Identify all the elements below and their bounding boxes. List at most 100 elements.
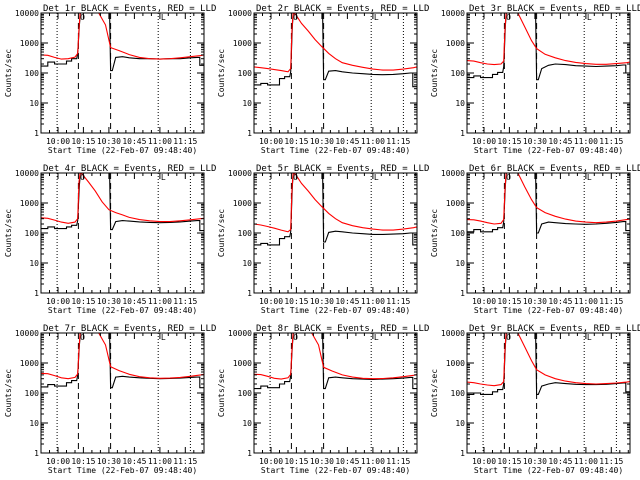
y-tick-label: 100 xyxy=(25,229,40,238)
x-axis-label: Start Time (22-Feb-07 09:48:40) xyxy=(48,306,197,315)
y-tick-label: 100 xyxy=(238,389,253,398)
x-tick-label: 10:45 xyxy=(335,457,359,466)
series-events-line xyxy=(41,333,204,389)
y-tick-label: 1 xyxy=(34,449,39,458)
y-tick-label: 100 xyxy=(451,229,466,238)
x-tick-label: 10:45 xyxy=(122,457,146,466)
x-tick-label: 11:00 xyxy=(148,457,172,466)
y-tick-label: 1000 xyxy=(20,39,39,48)
y-tick-label: 1 xyxy=(460,289,465,298)
x-axis-label: Start Time (22-Feb-07 09:48:40) xyxy=(48,466,197,475)
series-events-line xyxy=(467,333,630,395)
x-tick-label: 11:00 xyxy=(148,137,172,146)
x-tick-label: 11:15 xyxy=(386,457,410,466)
panel-title: Det 5r BLACK = Events, RED = LLD xyxy=(256,164,429,174)
y-tick-label: 1000 xyxy=(446,39,465,48)
x-tick-label: 11:15 xyxy=(599,457,623,466)
y-tick-label: 10000 xyxy=(15,169,39,178)
x-tick-label: 10:30 xyxy=(310,137,334,146)
panel-title: Det 4r BLACK = Events, RED = LLD xyxy=(43,164,216,174)
y-tick-label: 100 xyxy=(451,389,466,398)
marker-label: O xyxy=(80,333,85,342)
marker-label: O xyxy=(80,173,85,182)
y-tick-label: 10 xyxy=(455,99,465,108)
y-tick-label: 10 xyxy=(455,259,465,268)
x-tick-label: 10:45 xyxy=(548,137,572,146)
marker-label: O xyxy=(80,13,85,22)
x-tick-label: 11:15 xyxy=(173,457,197,466)
series-lld-line xyxy=(254,13,417,73)
x-tick-label: 10:00 xyxy=(472,297,496,306)
y-tick-label: 10000 xyxy=(441,169,465,178)
y-tick-label: 100 xyxy=(238,69,253,78)
x-axis-label: Start Time (22-Feb-07 09:48:40) xyxy=(261,466,410,475)
series-events-line xyxy=(254,13,417,88)
y-tick-label: 10000 xyxy=(228,329,252,338)
x-tick-label: 10:15 xyxy=(284,137,308,146)
series-lld-line xyxy=(467,173,630,225)
series-events-line xyxy=(467,13,630,81)
y-tick-label: 1000 xyxy=(20,359,39,368)
series-lld-line xyxy=(41,173,204,224)
y-tick-label: 10000 xyxy=(15,9,39,18)
x-tick-label: 10:30 xyxy=(310,457,334,466)
x-axis-label: Start Time (22-Feb-07 09:48:40) xyxy=(261,306,410,315)
x-tick-label: 10:00 xyxy=(259,457,283,466)
marker-label: L xyxy=(161,173,166,182)
series-lld-line xyxy=(467,333,630,387)
y-tick-label: 1 xyxy=(460,449,465,458)
x-tick-label: 10:00 xyxy=(259,297,283,306)
x-tick-label: 10:45 xyxy=(335,137,359,146)
y-tick-label: 1 xyxy=(34,289,39,298)
y-tick-label: 10000 xyxy=(441,329,465,338)
x-tick-label: 11:00 xyxy=(361,297,385,306)
x-tick-label: 11:15 xyxy=(173,137,197,146)
panel-title: Det 7r BLACK = Events, RED = LLD xyxy=(43,324,216,334)
y-tick-label: 1000 xyxy=(446,199,465,208)
x-tick-label: 10:45 xyxy=(548,297,572,306)
marker-label: L xyxy=(587,173,592,182)
x-tick-label: 11:00 xyxy=(574,297,598,306)
x-tick-label: 10:45 xyxy=(548,457,572,466)
series-events-line xyxy=(467,173,630,234)
panel-title: Det 6r BLACK = Events, RED = LLD xyxy=(469,164,640,174)
y-tick-label: 1000 xyxy=(446,359,465,368)
x-tick-label: 10:00 xyxy=(46,457,70,466)
y-axis-label: Counts/sec xyxy=(430,49,439,97)
series-lld-line xyxy=(254,173,417,233)
series-events-line xyxy=(41,173,204,232)
y-tick-label: 10 xyxy=(242,419,252,428)
panel-title: Det 8r BLACK = Events, RED = LLD xyxy=(256,324,429,334)
y-tick-label: 1 xyxy=(34,129,39,138)
marker-label: L xyxy=(587,13,592,22)
marker-label: O xyxy=(506,13,511,22)
x-axis-label: Start Time (22-Feb-07 09:48:40) xyxy=(474,146,623,155)
x-tick-label: 10:15 xyxy=(71,297,95,306)
y-tick-label: 10 xyxy=(455,419,465,428)
marker-label: L xyxy=(374,333,379,342)
x-tick-label: 10:30 xyxy=(523,297,547,306)
marker-label: L xyxy=(161,333,166,342)
y-tick-label: 10 xyxy=(29,419,39,428)
x-axis-label: Start Time (22-Feb-07 09:48:40) xyxy=(261,146,410,155)
x-tick-label: 10:30 xyxy=(523,457,547,466)
y-tick-label: 10000 xyxy=(228,9,252,18)
x-tick-label: 10:15 xyxy=(284,457,308,466)
y-axis-label: Counts/sec xyxy=(217,369,226,417)
y-axis-label: Counts/sec xyxy=(217,49,226,97)
x-tick-label: 10:00 xyxy=(472,457,496,466)
marker-label: O xyxy=(506,333,511,342)
x-tick-label: 10:15 xyxy=(497,297,521,306)
y-axis-label: Counts/sec xyxy=(430,209,439,257)
marker-label: L xyxy=(374,13,379,22)
marker-label: O xyxy=(506,173,511,182)
y-axis-label: Counts/sec xyxy=(4,209,13,257)
y-tick-label: 1 xyxy=(247,289,252,298)
y-tick-label: 100 xyxy=(25,69,40,78)
